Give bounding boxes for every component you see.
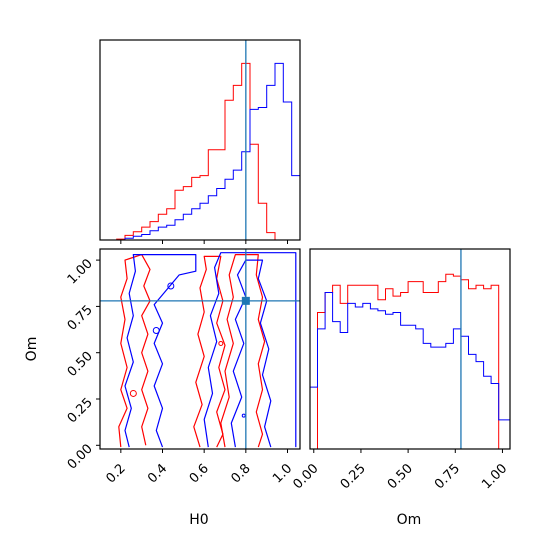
- truth-point: [241, 296, 250, 305]
- om-histogram-panel: [309, 248, 511, 450]
- om-y-tick-label: 0.75: [65, 303, 96, 334]
- contour-red-2: [220, 254, 266, 448]
- x-axis-label-om: Om: [397, 512, 422, 528]
- contour-island-blue-1: [152, 326, 160, 334]
- contour-blue-3: [124, 254, 197, 448]
- om-y-tick-label: 0.50: [65, 349, 96, 380]
- h0-tick-label: 0.6: [187, 461, 212, 486]
- h0-tick-label: 0.8: [228, 461, 253, 486]
- x-axis-label-h0: H0: [189, 512, 208, 528]
- contour-island-blue-0: [167, 282, 175, 290]
- om-hist-blue-series: [310, 292, 510, 421]
- h0-hist-blue-series: [116, 62, 300, 240]
- om-x-tick-label: 0.50: [385, 461, 416, 492]
- h0-tick-label: 0.4: [145, 461, 170, 486]
- h0-histogram-panel: [99, 39, 301, 244]
- h0-hist-red-series: [116, 62, 300, 240]
- contour-island-red-2: [218, 340, 224, 346]
- h0-om-contour-panel: [99, 248, 301, 450]
- contour-red-0: [118, 254, 151, 448]
- h0-hist-frame: [99, 39, 301, 241]
- contour-red-1: [193, 255, 226, 448]
- om-y-tick-label: 0.25: [65, 395, 96, 426]
- tick-labels: 0.2 0.4 0.6 0.8 1.00.000.000.250.250.500.500…: [65, 256, 511, 492]
- om-x-tick-label: 0.75: [432, 461, 463, 492]
- y-axis-label-om: Om: [24, 337, 40, 362]
- om-hist-frame: [309, 248, 511, 450]
- contour-frame: [99, 248, 301, 450]
- contour-island-red-4: [129, 389, 137, 397]
- om-hist-red-series: [310, 273, 510, 449]
- contour-blue-4: [230, 259, 272, 448]
- om-x-tick-label: 0.25: [338, 461, 369, 492]
- om-x-tick-label: 1.00: [479, 461, 510, 492]
- h0-tick-label: 0.2: [103, 461, 128, 486]
- contour-island-blue-3: [241, 413, 246, 418]
- om-y-tick-label: 0.00: [65, 442, 96, 473]
- om-y-tick-label: 1.00: [65, 256, 96, 287]
- om-x-tick-label: 0.00: [291, 461, 322, 492]
